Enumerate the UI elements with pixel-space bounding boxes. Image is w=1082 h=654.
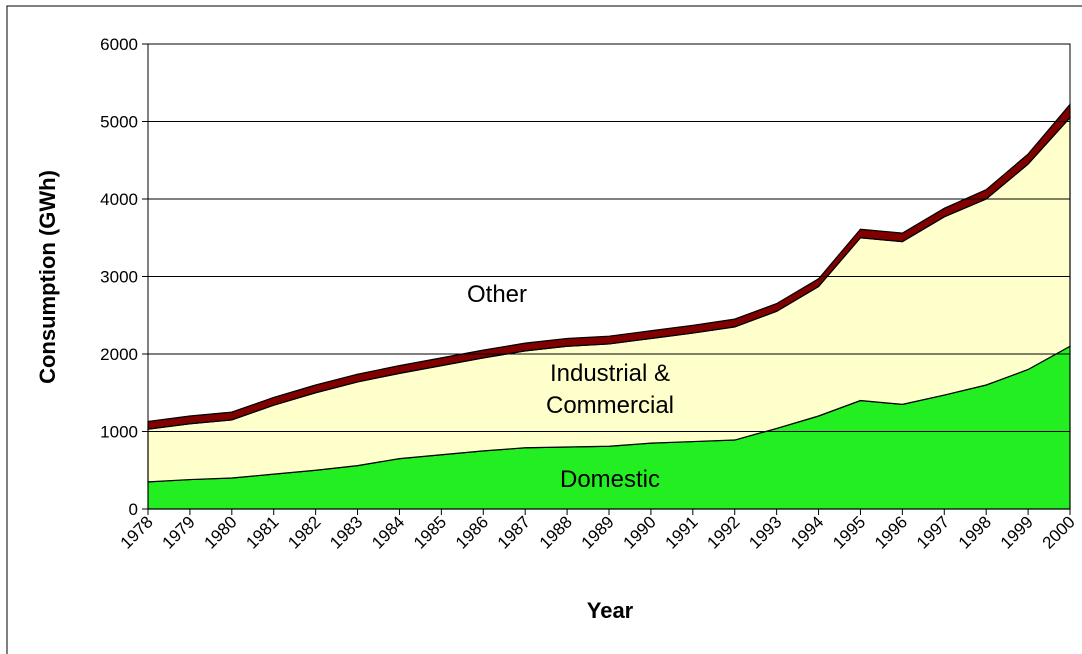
x-tick-label: 1994 [787,512,827,552]
x-tick-label: 1978 [117,512,157,552]
x-tick-label: 1984 [368,512,408,552]
x-tick-label: 1996 [871,512,911,552]
frame [6,5,1082,654]
y-tick-label: 5000 [100,113,138,132]
series-label: Industrial & Commercial [545,360,674,419]
y-tick-label: 1000 [100,423,138,442]
x-tick-label: 1995 [829,512,869,552]
series-label: Domestic [560,466,660,493]
x-tick-label: 1985 [410,512,450,552]
x-tick-label: 1991 [661,512,701,552]
x-tick-label: 1980 [200,512,240,552]
x-tick-label: 1987 [494,512,534,552]
x-tick-label: 1988 [536,512,576,552]
series-label-box: Industrial & Commercial [545,360,674,419]
x-tick-label: 1989 [578,512,618,552]
y-tick-label: 3000 [100,268,138,287]
series-label: Other [467,281,527,308]
x-tick-label: 1999 [997,512,1037,552]
x-tick-label: 1990 [620,512,660,552]
x-tick-label: 1981 [242,512,282,552]
x-tick-label: 1979 [159,512,199,552]
x-tick-label: 1992 [703,512,743,552]
y-tick-label: 4000 [100,190,138,209]
x-tick-label: 1997 [913,512,953,552]
y-tick-label: 2000 [100,345,138,364]
x-tick-label: 1982 [284,512,324,552]
x-tick-label: 2000 [1039,512,1079,552]
x-tick-label: 1986 [452,512,492,552]
areas [147,102,1071,510]
x-axis-title: Year [587,598,634,623]
x-tick-label: 1993 [745,512,785,552]
y-tick-label: 0 [129,500,138,519]
y-axis-title: Consumption (GWh) [35,170,60,384]
y-tick-label: 6000 [100,35,138,54]
x-tick-label: 1983 [326,512,366,552]
x-tick-label: 1998 [955,512,995,552]
